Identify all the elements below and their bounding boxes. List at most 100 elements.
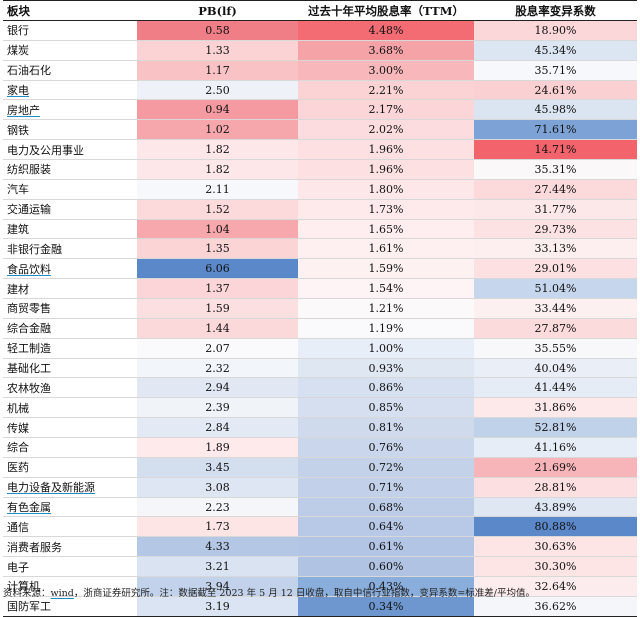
dividend-yield-cell: 1.65% (298, 219, 474, 239)
variation-coefficient-cell-text: 33.44% (534, 301, 577, 315)
variation-coefficient-cell-text: 27.44% (534, 182, 577, 196)
pb-cell-text: 3.45 (205, 460, 230, 474)
pb-cell-text: 1.02 (205, 123, 230, 137)
dividend-yield-cell-text: 0.81% (368, 421, 404, 435)
table-row: 汽车 2.11 1.80% 27.44% (3, 179, 637, 200)
variation-coefficient-cell-text: 45.98% (534, 103, 577, 117)
sector-cell: 家电 (3, 80, 137, 100)
pb-cell: 1.17 (137, 60, 298, 81)
pb-cell: 1.73 (137, 516, 298, 537)
table-row: 钢铁 1.02 2.02% 71.61% (3, 119, 637, 140)
sector-cell: 非银行金融 (3, 238, 137, 259)
sector-cell: 电力设备及新能源 (3, 477, 137, 498)
pb-cell: 2.11 (137, 179, 298, 200)
header-variation-coefficient: 股息率变异系数 (474, 0, 637, 21)
sector-cell: 汽车 (3, 179, 137, 200)
variation-coefficient-cell-text: 51.04% (534, 282, 577, 296)
table-row: 银行 0.58 4.48% 18.90% (3, 20, 637, 41)
variation-coefficient-cell: 21.69% (474, 457, 637, 478)
footnote-prefix: 资料来源： (3, 588, 51, 599)
sector-cell-text: 汽车 (7, 183, 29, 197)
dividend-yield-cell: 0.68% (298, 497, 474, 517)
sector-cell-text: 轻工制造 (7, 342, 51, 356)
dividend-yield-cell: 3.00% (298, 60, 474, 81)
table-row: 建筑 1.04 1.65% 29.73% (3, 219, 637, 239)
variation-coefficient-cell: 31.77% (474, 199, 637, 220)
variation-coefficient-cell: 35.55% (474, 338, 637, 359)
variation-coefficient-cell: 40.04% (474, 358, 637, 378)
pb-cell-text: 1.37 (205, 282, 230, 296)
dividend-yield-cell-text: 1.61% (368, 242, 404, 256)
sector-cell: 钢铁 (3, 119, 137, 140)
variation-coefficient-cell-text: 29.01% (534, 262, 577, 276)
sector-cell-text: 计算机 (7, 580, 40, 594)
dividend-yield-cell: 1.54% (298, 278, 474, 299)
table-row: 通信 1.73 0.64% 80.88% (3, 516, 637, 537)
table-row: 基础化工 2.32 0.93% 40.04% (3, 358, 637, 378)
sector-cell-text: 建筑 (7, 223, 29, 237)
pb-cell: 2.32 (137, 358, 298, 378)
dividend-yield-cell-text: 0.64% (368, 520, 404, 534)
pb-cell: 1.02 (137, 119, 298, 140)
sector-cell-text: 国防军工 (7, 600, 51, 614)
dividend-yield-cell: 1.61% (298, 238, 474, 259)
pb-cell-text: 1.89 (205, 440, 230, 454)
sector-cell-text: 消费者服务 (7, 540, 62, 554)
variation-coefficient-cell: 27.87% (474, 318, 637, 339)
pb-cell-text: 2.23 (205, 500, 230, 514)
dividend-yield-cell-text: 1.00% (368, 341, 404, 355)
variation-coefficient-cell: 41.44% (474, 377, 637, 398)
sector-cell-text: 交通运输 (7, 203, 51, 217)
dividend-yield-cell-text: 2.02% (368, 123, 404, 137)
pb-cell-text: 3.19 (205, 599, 230, 613)
dividend-table: 板块 PB(lf) 过去十年平均股息率（TTM） 股息率变异系数 银行 0.58 4… (3, 0, 637, 617)
sector-cell-text: 基础化工 (7, 362, 51, 376)
footnote: 资料来源：wind，浙商证券研究所。注：数据截至 2023 年 5 月 12 日… (3, 585, 535, 599)
pb-cell: 4.33 (137, 536, 298, 557)
table-row: 非银行金融 1.35 1.61% 33.13% (3, 238, 637, 259)
pb-cell: 2.84 (137, 417, 298, 438)
dividend-yield-cell: 2.02% (298, 119, 474, 140)
variation-coefficient-cell: 18.90% (474, 20, 637, 41)
sector-cell: 纺织服装 (3, 159, 137, 180)
pb-cell: 0.58 (137, 20, 298, 41)
pb-cell-text: 1.44 (205, 321, 230, 335)
variation-coefficient-cell-text: 80.88% (534, 520, 577, 534)
variation-coefficient-cell: 32.64% (474, 576, 637, 597)
dividend-yield-cell: 0.61% (298, 536, 474, 557)
pb-cell-text: 2.50 (205, 83, 230, 97)
table-row: 传媒 2.84 0.81% 52.81% (3, 417, 637, 438)
variation-coefficient-cell: 14.71% (474, 139, 637, 160)
table-row: 计算机 3.94 0.43% 32.64% (3, 576, 637, 597)
table-row: 轻工制造 2.07 1.00% 35.55% (3, 338, 637, 359)
table-row: 电子 3.21 0.60% 30.30% (3, 556, 637, 577)
sector-cell-text: 商贸零售 (7, 302, 51, 316)
sector-cell: 国防军工 (3, 596, 137, 617)
pb-cell: 2.39 (137, 397, 298, 418)
dividend-yield-cell-text: 2.17% (368, 103, 404, 117)
sector-cell-text: 食品饮料 (7, 262, 51, 276)
pb-cell: 2.94 (137, 377, 298, 398)
dividend-yield-cell-text: 0.71% (368, 480, 404, 494)
table-row: 有色金属 2.23 0.68% 43.89% (3, 497, 637, 517)
pb-cell-text: 4.33 (205, 540, 230, 554)
dividend-yield-cell: 0.72% (298, 457, 474, 478)
table-row: 石油石化 1.17 3.00% 35.71% (3, 60, 637, 81)
pb-cell: 2.23 (137, 497, 298, 517)
sector-cell-text: 传媒 (7, 421, 29, 435)
sector-cell: 银行 (3, 20, 137, 41)
variation-coefficient-cell-text: 32.64% (534, 579, 577, 593)
pb-cell: 0.94 (137, 99, 298, 120)
sector-cell: 食品饮料 (3, 258, 137, 279)
table-row: 商贸零售 1.59 1.21% 33.44% (3, 298, 637, 319)
dividend-yield-cell-text: 1.96% (368, 143, 404, 157)
dividend-yield-cell-text: 3.00% (368, 63, 404, 77)
pb-cell-text: 0.58 (205, 23, 230, 37)
variation-coefficient-cell: 41.16% (474, 437, 637, 458)
dividend-yield-cell-text: 1.80% (368, 182, 404, 196)
sector-cell: 房地产 (3, 99, 137, 120)
pb-cell: 3.21 (137, 556, 298, 577)
header-row: 板块 PB(lf) 过去十年平均股息率（TTM） 股息率变异系数 (3, 0, 637, 21)
table-row: 纺织服装 1.82 1.96% 35.31% (3, 159, 637, 180)
footnote-suffix: ，浙商证券研究所。注：数据截至 2023 年 5 月 12 日收盘，取自中信行业… (73, 588, 535, 599)
